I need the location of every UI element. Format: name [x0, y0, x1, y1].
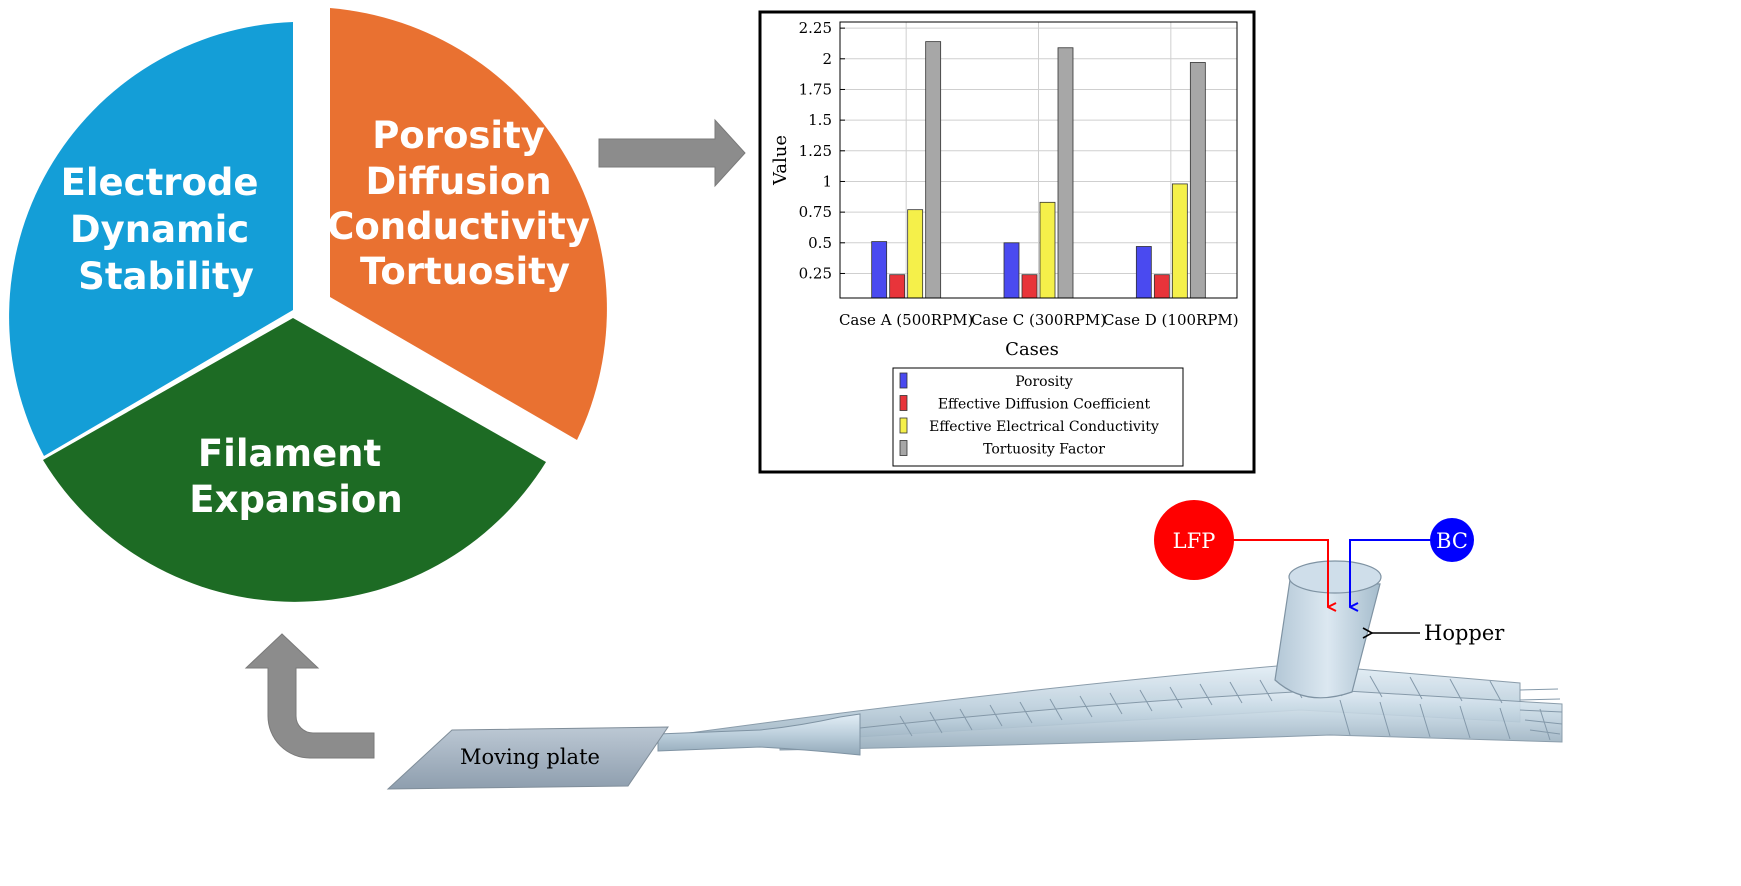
up-turn-arrow-icon [244, 633, 375, 759]
extrusion-nozzle [657, 713, 861, 756]
bar-tortuosity-factor [925, 41, 942, 299]
pie-segment-electrode-stability [9, 22, 293, 456]
moving-plate-label: Moving plate [460, 745, 600, 769]
extruder-barrel-lower [779, 689, 1563, 751]
y-axis-ticks: 0.25 0.5 0.75 1 1.25 1.5 1.75 2 2.25 [799, 19, 845, 282]
bar-effective-electrical-conductivity [1171, 183, 1188, 299]
y-tick-label: 1.5 [808, 111, 832, 129]
y-tick-label: 2.25 [799, 19, 832, 37]
bar-effective-electrical-conductivity [1039, 201, 1056, 299]
pie-label-electrode-stability: Electrode Dynamic Stability [61, 161, 272, 298]
lfp-label: LFP [1173, 529, 1216, 553]
x-tick-label: Case A (500RPM) [839, 311, 973, 329]
bar-porosity [1135, 246, 1152, 299]
bar-effective-diffusion-coefficient [1021, 274, 1038, 299]
y-tick-label: 0.5 [808, 234, 832, 252]
x-axis-ticks: Case A (500RPM)Case C (300RPM)Case D (10… [839, 311, 1239, 329]
chart-legend [892, 367, 1184, 467]
x-tick-label: Case D (100RPM) [1103, 311, 1239, 329]
legend-entries: Porosity Effective Diffusion Coefficient E… [899, 372, 1159, 458]
right-arrow-icon [598, 118, 746, 188]
hopper-opening [1288, 560, 1382, 594]
bar-tortuosity-factor [1057, 47, 1074, 299]
chart-gridlines [840, 22, 1237, 298]
legend-label: Effective Diffusion Coefficient [938, 397, 1151, 413]
legend-label: Effective Electrical Conductivity [929, 419, 1159, 435]
bar-effective-diffusion-coefficient [1153, 274, 1170, 299]
y-tick-label: 1.25 [799, 142, 832, 160]
pie-segment-filament-expansion [43, 318, 546, 602]
x-tick-label: Case C (300RPM) [971, 311, 1106, 329]
bc-material-circle [1430, 518, 1474, 562]
y-tick-label: 0.75 [799, 203, 832, 221]
bar-tortuosity-factor [1189, 62, 1206, 299]
plot-area [839, 21, 1238, 299]
y-tick-label: 0.25 [799, 264, 832, 282]
pie-label-porosity-diffusion: Porosity Diffusion Conductivity Tortuosi… [327, 114, 603, 293]
legend-swatch [899, 417, 908, 434]
pie-segment-porosity-diffusion [330, 8, 607, 440]
bar-effective-electrical-conductivity [907, 209, 924, 299]
hopper-label: Hopper [1424, 621, 1505, 645]
legend-swatch [899, 372, 908, 389]
bc-feed-line [1349, 539, 1432, 607]
bar-porosity [1003, 242, 1020, 299]
bar-porosity [871, 241, 888, 299]
printer-assembly: Moving plate LFP BC Hopper [386, 500, 1563, 790]
lfp-feed-line [1232, 539, 1328, 607]
bar-effective-diffusion-coefficient [889, 274, 906, 299]
pie-diagram: Electrode Dynamic Stability Porosity Dif… [9, 8, 607, 602]
bc-label: BC [1436, 529, 1468, 553]
pie-label-filament-expansion: Filament Expansion [189, 432, 402, 521]
legend-label: Tortuosity Factor [983, 442, 1105, 458]
moving-plate [386, 726, 669, 790]
legend-swatch [899, 440, 908, 456]
y-tick-label: 2 [822, 50, 832, 68]
x-axis-label: Cases [1005, 339, 1059, 360]
y-axis-label: Value [770, 135, 791, 186]
lfp-material-circle [1154, 500, 1234, 580]
legend-swatch [899, 395, 908, 411]
legend-label: Porosity [1015, 374, 1073, 390]
y-tick-label: 1 [822, 172, 832, 190]
y-tick-label: 1.75 [799, 80, 832, 98]
bar-chart: 0.25 0.5 0.75 1 1.25 1.5 1.75 2 2.25 Case A (500… [758, 10, 1256, 474]
